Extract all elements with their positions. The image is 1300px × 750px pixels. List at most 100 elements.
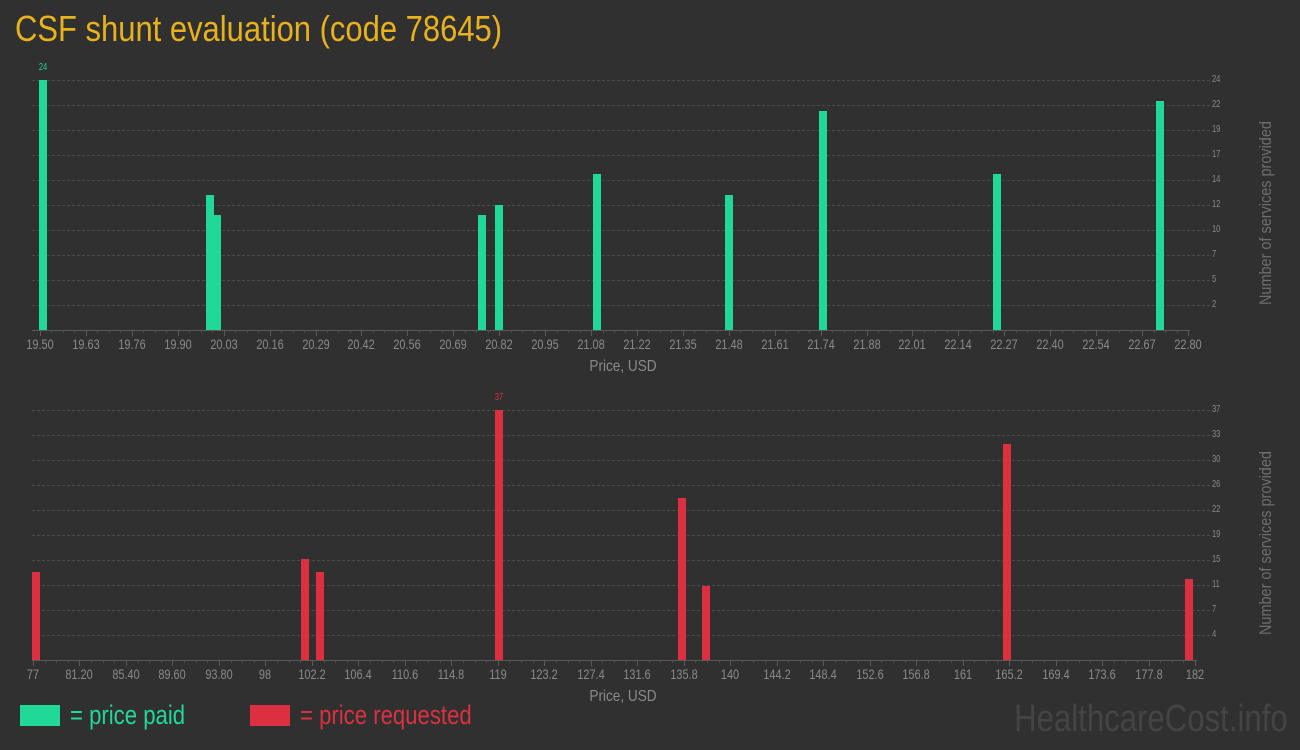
gridline [32, 535, 1210, 536]
x-tick-minor [428, 660, 430, 663]
x-tick-minor [464, 330, 466, 333]
x-tick-label: 21.22 [623, 336, 651, 352]
x-tick-minor [1084, 330, 1086, 333]
x-tick-minor [430, 330, 432, 333]
x-tick-mark [637, 660, 639, 666]
gridline [32, 460, 1210, 461]
bar [301, 558, 310, 660]
x-tick-label: 169.4 [1041, 666, 1070, 682]
bar [677, 497, 686, 660]
x-tick-minor [281, 330, 283, 333]
x-tick-minor [939, 660, 941, 663]
gridline [32, 510, 1210, 511]
x-tick-minor [1113, 660, 1115, 663]
x-tick-minor [56, 660, 58, 663]
x-tick-minor [765, 660, 767, 663]
x-tick-minor [985, 660, 987, 663]
x-tick-minor [614, 330, 615, 333]
x-tick-minor [878, 330, 880, 333]
x-tick-mark [730, 660, 732, 666]
x-tick-minor [114, 660, 116, 663]
x-tick-minor [195, 660, 197, 663]
x-tick-mark [590, 660, 592, 666]
x-tick-minor [753, 660, 755, 663]
x-tick-label: 77 [26, 666, 40, 682]
x-tick-mark [545, 330, 547, 336]
x-tick-minor [567, 660, 569, 663]
y-tick-label: 15 [1212, 554, 1221, 565]
x-tick-label: 173.6 [1088, 666, 1116, 682]
x-tick-mark [407, 330, 409, 336]
x-tick-minor [474, 660, 476, 663]
x-tick-minor [120, 330, 122, 333]
x-tick-label: 152.6 [855, 666, 884, 682]
bar [724, 194, 733, 330]
x-tick-minor [927, 660, 929, 663]
x-tick-label: 89.60 [158, 666, 187, 682]
x-tick-minor [327, 330, 328, 333]
x-tick-minor [602, 330, 604, 333]
x-tick-label: 20.95 [531, 336, 559, 352]
x-tick-label: 131.6 [623, 666, 651, 682]
x-tick-mark [958, 330, 960, 336]
legend-swatch-requested [250, 705, 290, 726]
gridline [32, 205, 1210, 206]
x-tick-label: 140 [721, 666, 740, 682]
x-tick-minor [338, 330, 340, 333]
x-axis-title: Price, USD [589, 688, 657, 705]
x-tick-minor [1032, 660, 1034, 663]
x-tick-minor [1078, 660, 1080, 663]
x-tick-mark [728, 330, 730, 336]
x-tick-minor [846, 660, 848, 663]
y-tick-label: 19 [1212, 124, 1221, 135]
x-tick-minor [935, 330, 937, 333]
x-tick-minor [235, 330, 237, 333]
x-tick-label: 127.4 [577, 666, 605, 682]
x-tick-minor [568, 330, 570, 333]
x-tick-label: 135.8 [670, 666, 698, 682]
x-tick-mark [1004, 330, 1006, 336]
y-tick-label: 11 [1212, 579, 1220, 590]
x-tick-minor [212, 330, 214, 333]
y-tick-label: 37 [1212, 404, 1221, 415]
x-tick-label: 22.40 [1036, 336, 1064, 352]
x-tick-label: 21.35 [669, 336, 697, 352]
x-tick-label: 22.14 [944, 336, 973, 352]
bar [32, 572, 41, 660]
x-tick-minor [522, 330, 524, 333]
x-tick-minor [91, 660, 93, 663]
x-tick-minor [304, 330, 306, 333]
x-tick-minor [834, 660, 836, 663]
y-tick-label: 4 [1212, 629, 1217, 640]
x-tick-mark [820, 330, 822, 336]
x-tick-label: 144.2 [763, 666, 791, 682]
x-tick-mark [1188, 330, 1189, 336]
x-tick-minor [184, 660, 186, 663]
gridline [32, 560, 1210, 561]
legend-label-paid: = price paid [70, 700, 186, 730]
x-tick-minor [695, 660, 697, 663]
bar [592, 173, 601, 330]
x-tick-label: 20.42 [347, 336, 376, 352]
x-tick-mark [315, 330, 317, 336]
x-tick-mark [636, 330, 638, 336]
x-tick-mark [33, 660, 34, 666]
x-tick-minor [981, 330, 983, 333]
x-tick-minor [300, 660, 302, 663]
x-tick-minor [556, 330, 558, 333]
gridline [32, 485, 1210, 486]
x-tick-label: 114.8 [438, 666, 465, 682]
x-tick-minor [509, 660, 511, 663]
x-tick-mark [497, 660, 499, 666]
x-tick-minor [369, 660, 371, 663]
x-tick-minor [1067, 660, 1069, 663]
x-tick-mark [916, 660, 918, 666]
bar [495, 205, 504, 330]
x-tick-minor [811, 660, 813, 663]
x-tick-minor [717, 330, 719, 333]
gridline [32, 635, 1210, 636]
x-tick-minor [1176, 330, 1178, 333]
x-tick-label: 20.56 [393, 336, 422, 352]
x-tick-minor [855, 330, 857, 333]
bar [494, 410, 503, 660]
